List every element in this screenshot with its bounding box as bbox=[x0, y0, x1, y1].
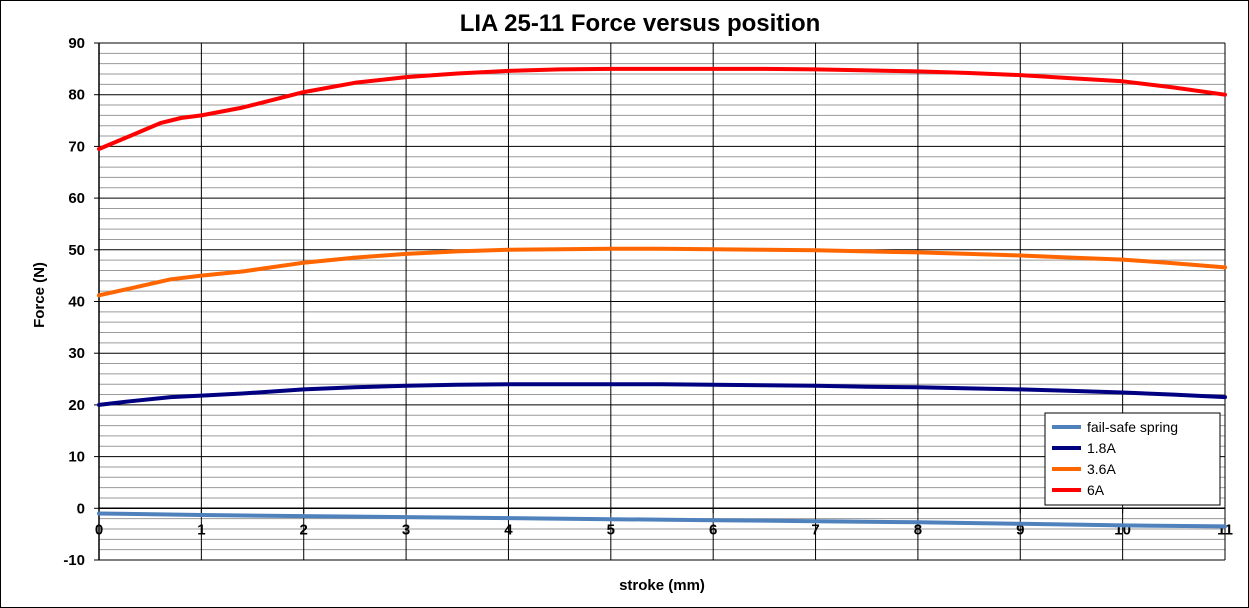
x-tick-label: 3 bbox=[402, 521, 410, 538]
x-axis-tick-labels: 0 1 2 3 4 5 6 7 8 9 10 11 bbox=[95, 521, 1233, 538]
x-tick-label: 9 bbox=[1016, 521, 1024, 538]
y-tick-label: 90 bbox=[68, 35, 85, 52]
major-gridlines bbox=[98, 42, 1226, 561]
y-tick-label: 80 bbox=[68, 87, 85, 104]
series-lines bbox=[97, 66, 1227, 529]
y-axis-tick-labels: -10 0 10 20 30 40 50 60 70 80 90 bbox=[63, 35, 85, 569]
x-tick-label: 5 bbox=[607, 521, 615, 538]
y-tick-label: 70 bbox=[68, 138, 85, 155]
axes bbox=[94, 42, 1226, 561]
legend-entry: fail-safe spring bbox=[1087, 419, 1178, 435]
series-line-3 bbox=[97, 246, 1227, 298]
x-tick-label: 4 bbox=[504, 521, 513, 538]
legend-entry: 1.8A bbox=[1087, 440, 1116, 456]
y-tick-label: -10 bbox=[63, 552, 85, 569]
y-tick-label: 20 bbox=[68, 397, 85, 414]
y-tick-label: 50 bbox=[68, 242, 85, 259]
y-tick-label: 10 bbox=[68, 449, 85, 466]
x-tick-label: 6 bbox=[709, 521, 717, 538]
x-tick-label: 2 bbox=[300, 521, 308, 538]
x-tick-label: 8 bbox=[914, 521, 922, 538]
chart-title: LIA 25-11 Force versus position bbox=[460, 10, 821, 37]
y-axis-title: Force (N) bbox=[31, 262, 48, 328]
x-tick-label: 0 bbox=[95, 521, 103, 538]
series-line-2 bbox=[97, 382, 1227, 407]
y-tick-label: 60 bbox=[68, 190, 85, 207]
x-tick-label: 11 bbox=[1217, 521, 1233, 538]
x-tick-label: 1 bbox=[197, 521, 205, 538]
minor-gridlines bbox=[99, 52, 1225, 551]
legend: fail-safe spring 1.8A 3.6A 6A bbox=[1044, 412, 1221, 506]
legend-entry: 3.6A bbox=[1087, 461, 1116, 477]
y-tick-label: 40 bbox=[68, 294, 85, 311]
legend-entry: 6A bbox=[1087, 482, 1105, 498]
y-tick-label: 30 bbox=[68, 345, 85, 362]
x-tick-label: 7 bbox=[811, 521, 819, 538]
y-tick-label: 0 bbox=[77, 500, 85, 517]
series-line-1 bbox=[97, 511, 1227, 529]
x-axis-title: stroke (mm) bbox=[619, 577, 705, 594]
series-line-4 bbox=[97, 66, 1227, 151]
